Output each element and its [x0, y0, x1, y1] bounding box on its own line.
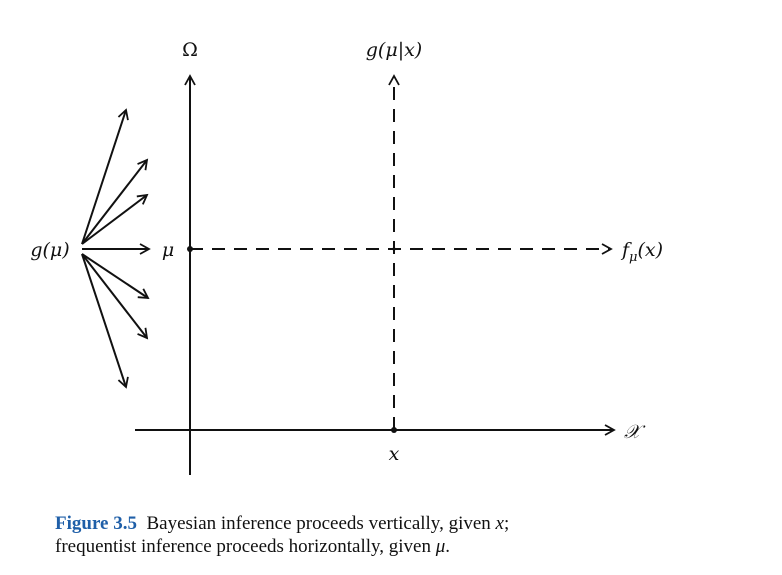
caption-line1-text: Bayesian inference proceeds vertically, … — [146, 513, 496, 534]
prior-arrow-6 — [81, 253, 149, 340]
caption-line2-end: . — [445, 536, 451, 557]
likelihood-label: fμ(x) — [620, 239, 663, 265]
prior-arrow-1 — [81, 108, 129, 245]
likelihood-f: f — [620, 239, 632, 261]
x-label: x — [389, 443, 400, 465]
figure-number: Figure 3.5 — [55, 513, 137, 534]
caption-line1-var: x — [495, 513, 504, 534]
likelihood-subscript: μ — [629, 250, 637, 265]
likelihood-argument: (x) — [638, 239, 664, 261]
mu-label: μ — [162, 239, 174, 261]
caption-line2-var: μ — [435, 536, 446, 557]
figure-caption: Figure 3.5 Bayesian inference proceeds v… — [55, 512, 755, 558]
prior-arrow-fan — [81, 108, 151, 389]
x-point — [391, 427, 397, 433]
posterior-label: g(μ|x) — [366, 39, 422, 61]
prior-label: g(μ) — [30, 239, 69, 261]
prior-arrow-7 — [81, 253, 129, 389]
omega-label: Ω — [182, 39, 198, 61]
mu-point — [187, 246, 193, 252]
prior-arrow-5 — [81, 253, 150, 300]
prior-arrow-2 — [81, 158, 149, 245]
prior-arrow-3 — [81, 193, 149, 245]
intersection-point — [392, 247, 396, 251]
sample-space-label: 𝒳 — [624, 421, 646, 443]
caption-line1-end: ; — [503, 513, 510, 534]
caption-line2-text: frequentist inference proceeds horizonta… — [55, 536, 436, 557]
